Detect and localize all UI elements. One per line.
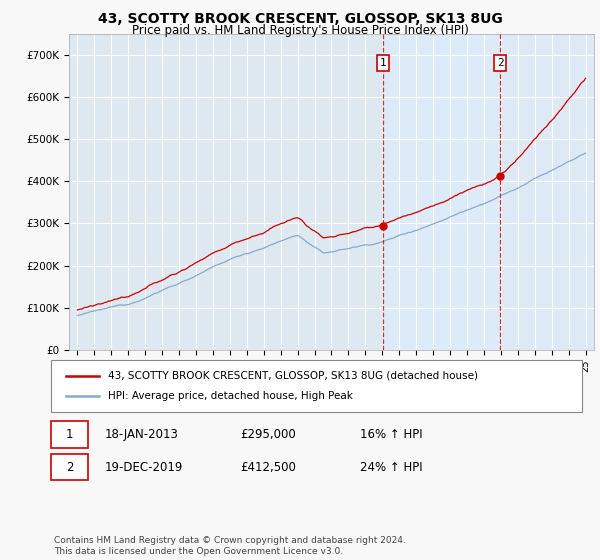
Text: Contains HM Land Registry data © Crown copyright and database right 2024.
This d: Contains HM Land Registry data © Crown c… [54,536,406,556]
Text: 2: 2 [497,58,503,68]
Text: 19-DEC-2019: 19-DEC-2019 [105,460,184,474]
Text: £295,000: £295,000 [240,428,296,441]
Text: 18-JAN-2013: 18-JAN-2013 [105,428,179,441]
Text: 2: 2 [66,460,73,474]
Text: Price paid vs. HM Land Registry's House Price Index (HPI): Price paid vs. HM Land Registry's House … [131,24,469,36]
Bar [383,34,500,350]
Bar [500,34,594,350]
Text: 1: 1 [66,428,73,441]
Text: 16% ↑ HPI: 16% ↑ HPI [360,428,422,441]
Text: 1: 1 [380,58,386,68]
Text: HPI: Average price, detached house, High Peak: HPI: Average price, detached house, High… [108,391,353,401]
Text: 43, SCOTTY BROOK CRESCENT, GLOSSOP, SK13 8UG: 43, SCOTTY BROOK CRESCENT, GLOSSOP, SK13… [98,12,502,26]
Text: 43, SCOTTY BROOK CRESCENT, GLOSSOP, SK13 8UG (detached house): 43, SCOTTY BROOK CRESCENT, GLOSSOP, SK13… [108,371,478,381]
Text: £412,500: £412,500 [240,460,296,474]
Text: 24% ↑ HPI: 24% ↑ HPI [360,460,422,474]
